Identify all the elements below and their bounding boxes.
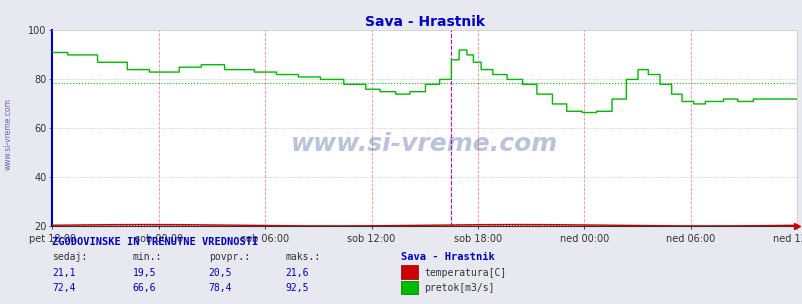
- Text: 20,5: 20,5: [209, 268, 232, 278]
- Title: Sava - Hrastnik: Sava - Hrastnik: [364, 15, 484, 29]
- Text: ZGODOVINSKE IN TRENUTNE VREDNOSTI: ZGODOVINSKE IN TRENUTNE VREDNOSTI: [52, 237, 258, 247]
- Text: pretok[m3/s]: pretok[m3/s]: [423, 283, 494, 293]
- Text: 21,1: 21,1: [52, 268, 75, 278]
- Text: povpr.:: povpr.:: [209, 252, 249, 262]
- Text: 78,4: 78,4: [209, 283, 232, 293]
- Text: 19,5: 19,5: [132, 268, 156, 278]
- Text: 92,5: 92,5: [285, 283, 308, 293]
- Text: temperatura[C]: temperatura[C]: [423, 268, 505, 278]
- Text: 66,6: 66,6: [132, 283, 156, 293]
- Text: 72,4: 72,4: [52, 283, 75, 293]
- Text: min.:: min.:: [132, 252, 162, 262]
- Text: sedaj:: sedaj:: [52, 252, 87, 262]
- Text: maks.:: maks.:: [285, 252, 320, 262]
- Text: Sava - Hrastnik: Sava - Hrastnik: [401, 252, 495, 262]
- Text: 21,6: 21,6: [285, 268, 308, 278]
- Text: www.si-vreme.com: www.si-vreme.com: [291, 132, 557, 156]
- Text: www.si-vreme.com: www.si-vreme.com: [3, 98, 13, 170]
